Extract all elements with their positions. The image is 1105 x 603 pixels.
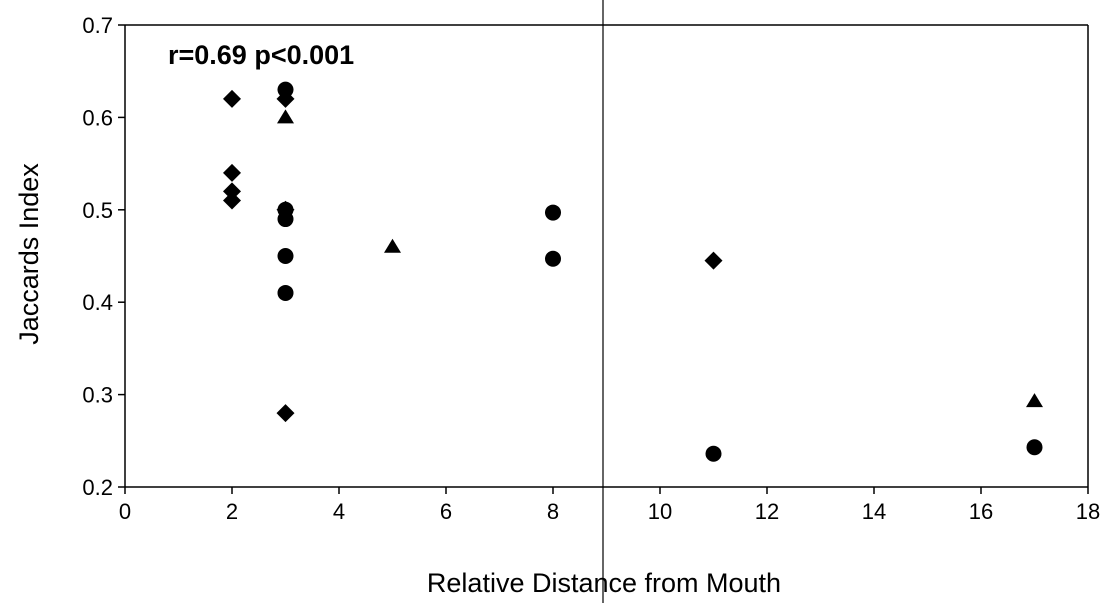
- diamond-marker: [223, 191, 241, 210]
- chart-annotation: r=0.69 p<0.001: [168, 40, 354, 70]
- x-axis-title: Relative Distance from Mouth: [427, 568, 781, 598]
- x-tick-label: 10: [648, 499, 672, 524]
- data-markers: [223, 81, 1043, 462]
- diamond-marker: [223, 182, 241, 201]
- diamond-marker: [276, 404, 295, 423]
- y-tick-label: 0.4: [82, 290, 113, 315]
- circle-marker: [545, 204, 561, 221]
- circle-marker: [1026, 439, 1043, 456]
- diamond-marker: [223, 163, 241, 182]
- x-tick-label: 12: [755, 499, 779, 524]
- x-tick-label: 4: [333, 499, 345, 524]
- diamond-marker: [704, 251, 723, 270]
- triangle-marker: [1026, 393, 1043, 408]
- circle-marker: [705, 445, 722, 462]
- diamond-marker: [223, 89, 241, 108]
- x-tick-label: 8: [547, 499, 559, 524]
- circle-marker: [277, 248, 294, 264]
- circle-marker: [277, 284, 294, 301]
- triangle-marker: [277, 109, 294, 124]
- y-tick-label: 0.7: [82, 13, 113, 38]
- x-tick-label: 16: [969, 499, 993, 524]
- circle-marker: [277, 81, 294, 98]
- triangle-marker: [384, 238, 401, 253]
- y-tick-label: 0.2: [82, 475, 113, 500]
- y-tick-label: 0.3: [82, 383, 113, 408]
- y-tick-label: 0.5: [82, 198, 113, 223]
- x-tick-label: 2: [226, 499, 238, 524]
- x-tick-label: 14: [862, 499, 886, 524]
- x-tick-label: 0: [119, 499, 131, 524]
- y-axis: 0.2 0.3 0.4 0.5 0.6 0.7: [82, 13, 125, 500]
- circle-marker: [277, 211, 294, 228]
- x-axis: 0 2 4 6 8 10 12 14 16 18: [119, 487, 1100, 524]
- x-tick-label: 18: [1076, 499, 1100, 524]
- y-tick-label: 0.6: [82, 105, 113, 130]
- y-axis-title: Jaccards Index: [14, 163, 44, 345]
- plot-frame: [124, 24, 1089, 488]
- x-tick-label: 6: [440, 499, 452, 524]
- circle-marker: [545, 250, 561, 267]
